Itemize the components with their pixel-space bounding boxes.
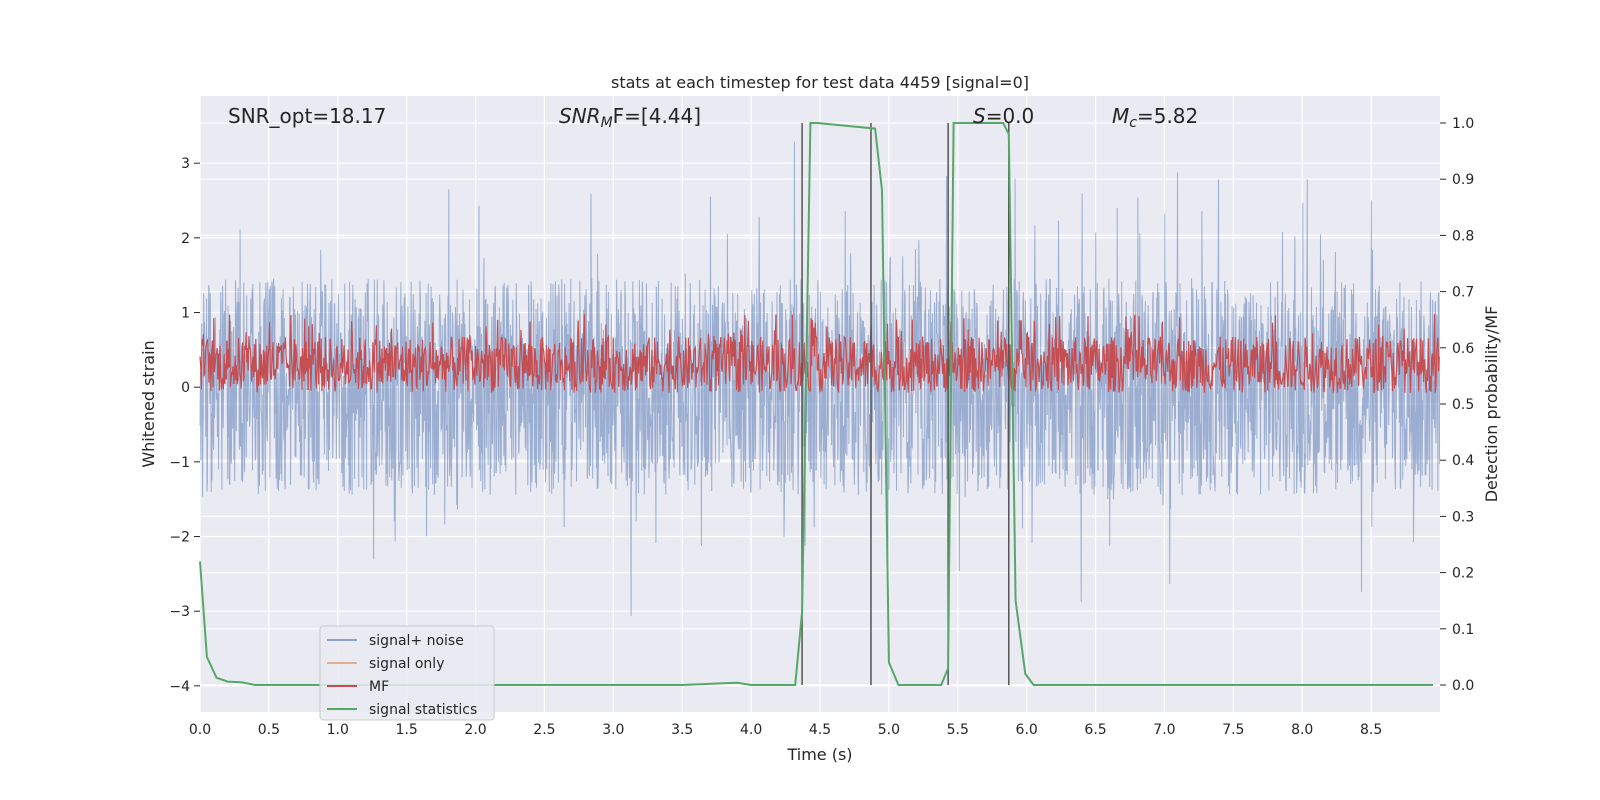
x-tick-label-13: 6.5	[1084, 722, 1106, 738]
x-tick-label-16: 8.0	[1291, 722, 1313, 738]
y2-tick-label-3: 0.7	[1452, 285, 1474, 301]
y-tick-label-3: 0	[181, 380, 190, 396]
x-tick-label-5: 2.5	[533, 722, 555, 738]
series-signal-statistics-line	[199, 122, 1434, 686]
x-tick-label-1: 0.5	[258, 722, 280, 738]
y-tick-label-5: −2	[169, 530, 190, 546]
y2-tick-label-4: 0.6	[1452, 341, 1474, 357]
x-tick-label-12: 6.0	[1016, 722, 1038, 738]
x-tick-label-3: 1.5	[396, 722, 418, 738]
legend-box	[319, 625, 495, 721]
y-tick-label-1: 2	[181, 231, 190, 247]
signal-statistics-trace	[199, 122, 1434, 686]
snr-opt-annotation: SNR_opt=18.17	[228, 104, 386, 128]
x-axis-label: Time (s)	[786, 745, 852, 764]
legend-label-signal-only: signal only	[369, 656, 444, 672]
legend: signal+ noise signal only MF signal stat…	[319, 625, 495, 721]
tick-labels: 0.0 0.5 1.0 1.5 2.0 2.5 3.0 3.5 4.0 4.5 5.0 5.5 6.0 6…	[169, 116, 1474, 738]
legend-label-signal-statistics: signal statistics	[369, 702, 477, 718]
y2-tick-label-5: 0.5	[1452, 397, 1474, 413]
y2-tick-label-6: 0.4	[1452, 453, 1474, 469]
x-tick-label-2: 1.0	[327, 722, 349, 738]
y2-tick-label-8: 0.2	[1452, 566, 1474, 582]
y2-tick-label-7: 0.3	[1452, 509, 1474, 525]
y-tick-label-2: 1	[181, 306, 190, 322]
x-tick-label-8: 4.0	[740, 722, 762, 738]
y-tick-label-6: −3	[169, 604, 190, 620]
y2-tick-label-9: 0.1	[1452, 622, 1474, 638]
y2-axis-label: Detection probability/MF	[1482, 306, 1501, 503]
series-mf-line	[199, 314, 1440, 394]
y-tick-label-4: −1	[169, 455, 190, 471]
legend-label-mf: MF	[369, 679, 389, 695]
y2-tick-label-2: 0.8	[1452, 228, 1474, 244]
x-tick-label-0: 0.0	[189, 722, 211, 738]
snr-mf-annotation: SNRMF=[4.44]	[559, 104, 701, 131]
x-tick-label-7: 3.5	[671, 722, 693, 738]
legend-label-signal-noise: signal+ noise	[369, 633, 464, 649]
chart-title: stats at each timestep for test data 445…	[611, 73, 1029, 92]
y2-tick-label-10: 0.0	[1452, 678, 1474, 694]
y2-tick-label-0: 1.0	[1452, 116, 1474, 132]
s-annotation: S=0.0	[973, 104, 1034, 128]
y-tick-label-0: 3	[181, 156, 190, 172]
x-tick-label-10: 5.0	[878, 722, 900, 738]
y2-tick-label-1: 0.9	[1452, 172, 1474, 188]
x-tick-label-15: 7.5	[1222, 722, 1244, 738]
x-tick-label-4: 2.0	[464, 722, 486, 738]
x-tick-label-9: 4.5	[809, 722, 831, 738]
x-tick-label-6: 3.0	[602, 722, 624, 738]
x-tick-label-14: 7.0	[1153, 722, 1175, 738]
x-tick-label-11: 5.5	[947, 722, 969, 738]
mf-trace	[199, 314, 1440, 394]
y-tick-label-7: −4	[169, 679, 190, 695]
y-axis-label: Whitened strain	[139, 340, 158, 467]
chirp-mass-annotation: Mc=5.82	[1112, 104, 1198, 131]
x-tick-label-17: 8.5	[1360, 722, 1382, 738]
